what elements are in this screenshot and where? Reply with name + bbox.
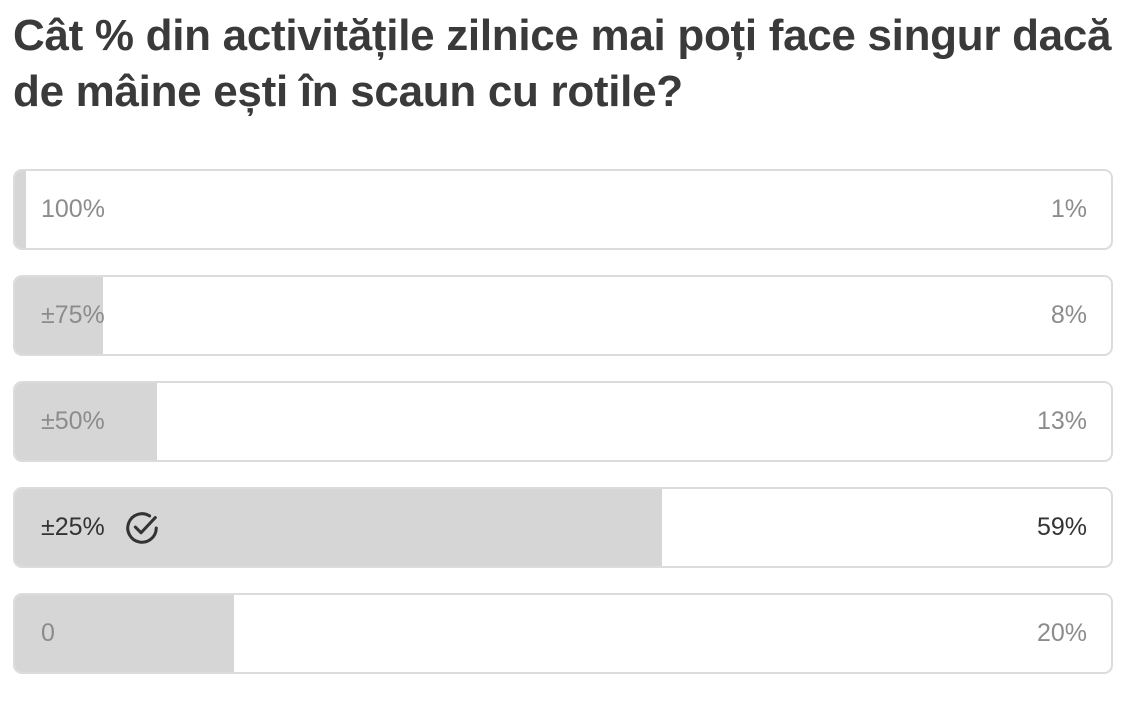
option-text: ±75% bbox=[41, 301, 105, 329]
poll-option[interactable]: ±75% 8% bbox=[13, 275, 1113, 356]
option-text: ±25% bbox=[41, 513, 105, 541]
option-percent: 13% bbox=[1036, 407, 1087, 435]
option-percent: 20% bbox=[1036, 619, 1087, 647]
result-bar bbox=[15, 277, 103, 354]
option-label: ±50% bbox=[41, 383, 105, 460]
poll-question: Cât % din activitățile zilnice mai poți … bbox=[13, 11, 1112, 116]
option-label: 100% bbox=[41, 171, 105, 248]
result-bar bbox=[15, 171, 26, 248]
option-label: ±75% bbox=[41, 277, 105, 354]
poll-option[interactable]: 100% 1% bbox=[13, 169, 1113, 250]
result-bar bbox=[15, 383, 158, 460]
option-text: 100% bbox=[41, 195, 105, 223]
result-bar bbox=[15, 595, 235, 672]
option-percent: 59% bbox=[1036, 513, 1087, 541]
option-percent: 8% bbox=[1050, 301, 1087, 329]
result-bar bbox=[15, 489, 662, 566]
poll-option[interactable]: 0 20% bbox=[13, 593, 1113, 674]
selected-check-icon bbox=[126, 511, 158, 544]
option-text: ±50% bbox=[41, 407, 105, 435]
poll-option[interactable]: ±50% 13% bbox=[13, 381, 1113, 462]
option-percent: 1% bbox=[1050, 195, 1087, 223]
option-text: 0 bbox=[41, 619, 55, 647]
option-label: 0 bbox=[41, 595, 55, 672]
poll-option[interactable]: ±25% 59% bbox=[13, 487, 1113, 568]
option-label: ±25% bbox=[41, 489, 161, 566]
